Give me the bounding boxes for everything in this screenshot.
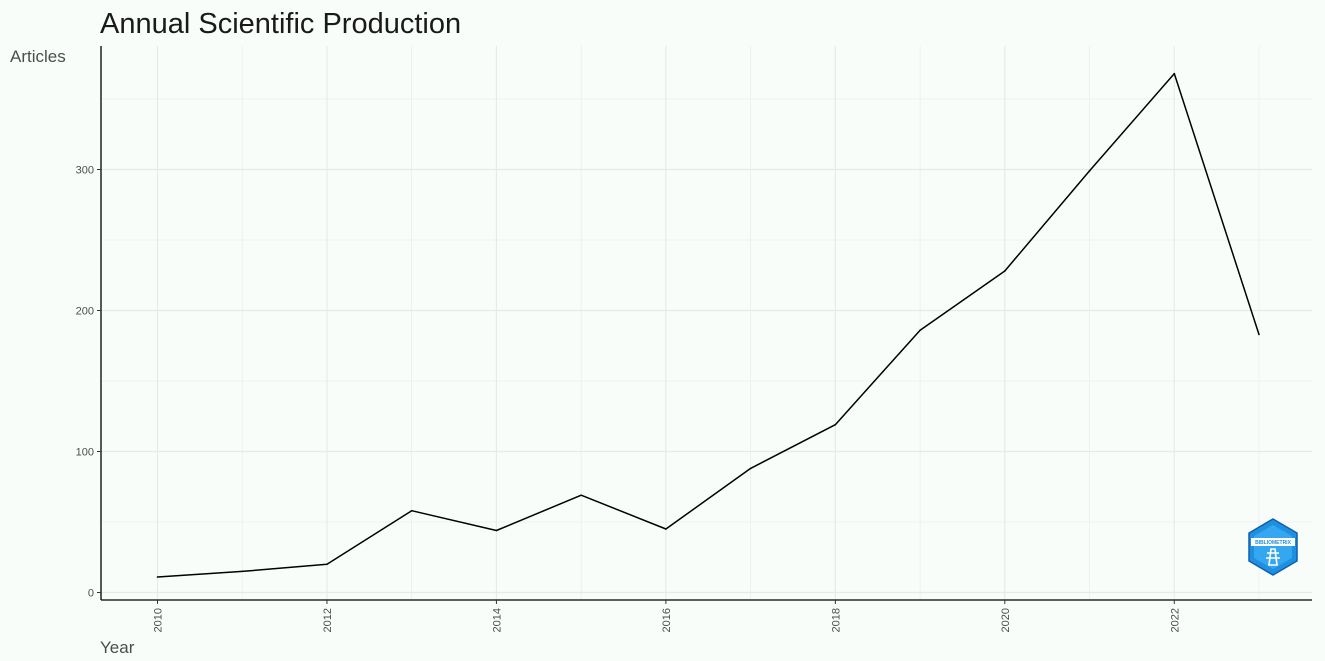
- logo-banner: [1251, 538, 1295, 546]
- data-point: [665, 528, 667, 530]
- x-tick-label: 2022: [1169, 608, 1181, 632]
- x-tick-label: 2020: [1000, 608, 1012, 632]
- series-layer: [156, 72, 1260, 578]
- x-tick-label: 2014: [491, 608, 503, 632]
- y-tick-label: 0: [88, 588, 94, 600]
- x-tick-label: 2018: [830, 608, 842, 632]
- data-point: [1258, 333, 1260, 336]
- data-point: [834, 423, 837, 426]
- logo-text: BIBLIOMETRIX: [1255, 540, 1291, 546]
- grid-layer: [101, 46, 1312, 600]
- y-axis-title: Articles: [10, 47, 66, 66]
- x-tick-label: 2016: [661, 608, 673, 632]
- x-axis-title: Year: [100, 638, 135, 657]
- data-point: [580, 494, 582, 497]
- y-tick-label: 300: [76, 165, 94, 177]
- logo-hexagon-inner: [1254, 525, 1292, 569]
- data-point: [919, 329, 921, 332]
- data-point: [1088, 170, 1091, 172]
- x-tick-label: 2010: [153, 608, 165, 632]
- x-tick-label: 2012: [322, 608, 334, 632]
- data-point: [1173, 72, 1176, 75]
- series-line: [157, 72, 1260, 578]
- data-point: [326, 563, 328, 566]
- axis-layer: [97, 46, 1312, 604]
- logo-tower-icon: [1266, 548, 1280, 566]
- y-tick-label: 200: [76, 306, 94, 318]
- data-point: [241, 570, 244, 573]
- data-point: [495, 529, 498, 532]
- y-tick-label: 100: [76, 447, 94, 459]
- tick-label-layer: 0 100 200 300 2010 2012 2014 2016 2018 2020 2022: [76, 165, 1182, 633]
- data-point: [156, 576, 159, 578]
- bibliometrix-logo: BIBLIOMETRIX: [1248, 518, 1298, 576]
- data-point: [1004, 270, 1006, 272]
- chart-title: Annual Scientific Production: [100, 8, 461, 40]
- data-point: [410, 509, 413, 512]
- data-point: [749, 467, 752, 470]
